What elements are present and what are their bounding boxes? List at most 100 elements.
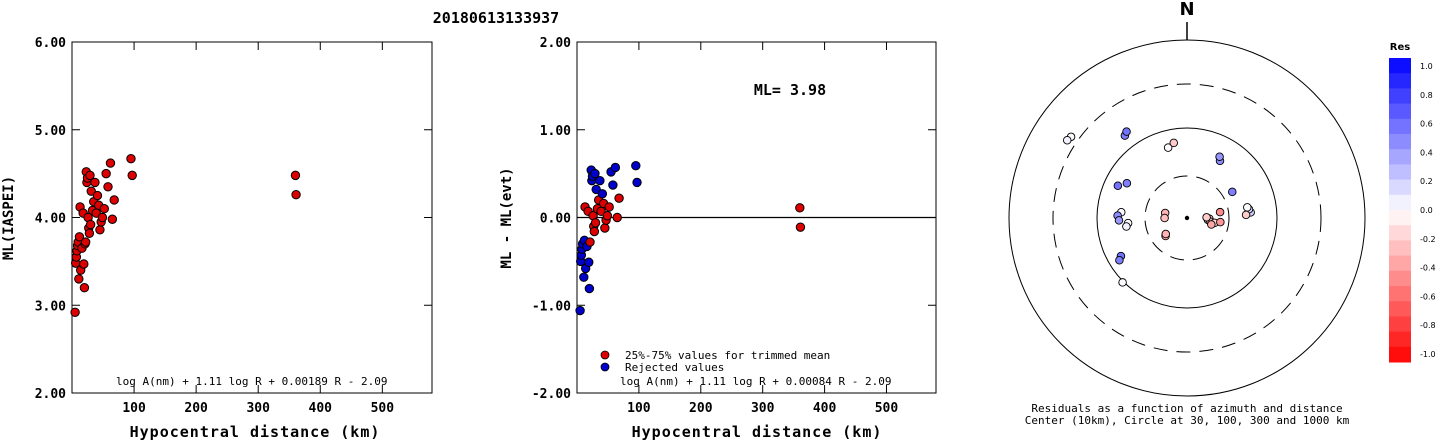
station-marker: [1122, 222, 1131, 231]
station-marker: [1169, 138, 1179, 148]
station-marker: [1118, 278, 1127, 287]
colorbar-cell: [1389, 225, 1411, 241]
middle-point: [610, 162, 621, 173]
left-point: [126, 154, 136, 164]
left-x-tick-label: 300: [246, 401, 270, 416]
polar-caption-line-1: Residuals as a function of azimuth and d…: [1031, 402, 1342, 415]
middle-point: [590, 218, 601, 228]
colorbar-cell: [1389, 316, 1411, 333]
left-point: [127, 170, 137, 181]
left-point: [99, 204, 109, 214]
left-y-tick-label: 4.00: [35, 212, 66, 227]
left-point: [101, 168, 111, 179]
left-x-tick-label: 100: [122, 401, 146, 416]
middle-point: [584, 257, 594, 267]
colorbar: Res 1.0 0.8 0.6 0.4 0.2 0.0 -0.2 -0.4 -0.6 -0.8 -1…: [1389, 42, 1436, 363]
colorbar-cell: [1389, 103, 1411, 120]
middle-point: [795, 222, 806, 232]
middle-y-tick-label: -1.00: [532, 299, 571, 314]
left-point: [290, 170, 301, 181]
left-x-axis: 100 200 300 400 500: [122, 42, 394, 416]
left-y-axis: 2.00 3.00 4.00 5.00 6.00: [35, 36, 432, 402]
station-marker: [1113, 181, 1123, 191]
station-marker: [1161, 229, 1171, 239]
station-marker: [1241, 210, 1251, 220]
colorbar-cell: [1389, 210, 1411, 226]
middle-x-tick-label: 300: [751, 401, 775, 416]
legend-label-trimmed: 25%-75% values for trimmed mean: [625, 349, 830, 362]
middle-point: [608, 180, 618, 190]
colorbar-cell: [1389, 88, 1411, 105]
left-point: [86, 186, 96, 196]
middle-y-label: ML - ML(evt): [499, 167, 515, 268]
colorbar-cell: [1389, 149, 1411, 165]
legend-label-rejected: Rejected values: [625, 361, 724, 374]
station-marker: [1215, 152, 1224, 161]
station-marker: [1114, 216, 1124, 225]
colorbar-tick-label: 0.4: [1420, 148, 1433, 157]
middle-x-tick-label: 200: [689, 401, 713, 416]
middle-x-tick-label: 100: [627, 401, 651, 416]
left-point: [74, 274, 84, 284]
left-y-tick-label: 6.00: [35, 36, 66, 51]
left-point: [105, 158, 116, 168]
middle-series: [575, 161, 806, 316]
middle-point: [595, 175, 605, 186]
left-point: [92, 190, 103, 201]
figure-title: 20180613133937: [433, 9, 559, 27]
left-series: [70, 154, 301, 317]
left-point: [85, 219, 96, 230]
ml-annotation: ML= 3.98: [754, 81, 826, 99]
left-point: [291, 189, 301, 200]
colorbar-cell: [1389, 164, 1411, 181]
middle-point: [575, 305, 585, 316]
left-point: [80, 237, 91, 247]
middle-formula: log A(nm) + 1.11 log R + 0.00084 R - 2.0…: [620, 375, 892, 388]
middle-y-axis: -2.00 -1.00 0.00 1.00 2.00: [532, 36, 936, 402]
left-x-tick-label: 200: [184, 401, 208, 416]
middle-point: [632, 177, 642, 188]
colorbar-tick-label: 0.0: [1420, 206, 1433, 215]
colorbar-cell: [1389, 58, 1411, 74]
left-y-tick-label: 3.00: [35, 299, 66, 314]
middle-y-tick-label: 2.00: [540, 36, 571, 51]
middle-y-tick-label: 1.00: [540, 124, 571, 139]
colorbar-cell: [1389, 179, 1411, 196]
left-point: [103, 182, 113, 192]
middle-point: [584, 283, 595, 294]
colorbar-cell: [1389, 73, 1411, 89]
colorbar-cell: [1389, 346, 1411, 363]
left-point: [85, 170, 95, 181]
left-point: [90, 177, 100, 188]
station-marker: [1215, 207, 1225, 217]
middle-x-tick-label: 500: [875, 401, 899, 416]
middle-point: [600, 223, 610, 233]
left-point: [107, 214, 118, 224]
colorbar-tick-label: -0.6: [1420, 292, 1436, 301]
colorbar-cell: [1389, 118, 1411, 135]
left-point: [109, 195, 119, 205]
station-marker: [1243, 203, 1252, 212]
colorbar-cell: [1389, 134, 1411, 150]
left-y-tick-label: 2.00: [35, 387, 66, 402]
middle-point: [604, 202, 614, 212]
middle-point: [589, 226, 600, 237]
colorbar-labels: 1.0 0.8 0.6 0.4 0.2 0.0 -0.2 -0.4 -0.6 -0.8 -1.0: [1420, 62, 1436, 359]
middle-point: [590, 168, 600, 179]
epicenter-dot: [1184, 215, 1190, 221]
left-x-label: Hypocentral distance (km): [130, 423, 381, 441]
ring-100km: [1096, 127, 1278, 309]
colorbar-tick-label: 0.8: [1420, 91, 1433, 100]
colorbar-cell: [1389, 286, 1411, 302]
left-plot-frame: [71, 41, 433, 394]
station-marker: [1122, 127, 1131, 136]
middle-chart: -2.00 -1.00 0.00 1.00 2.00 100 200 300 400 500 M…: [499, 36, 937, 441]
middle-y-tick-label: 0.00: [540, 212, 571, 227]
middle-point: [795, 203, 805, 213]
north-label: N: [1179, 0, 1194, 20]
colorbar-tick-label: -1.0: [1420, 350, 1436, 359]
left-formula: log A(nm) + 1.11 log R + 0.00189 R - 2.0…: [116, 375, 388, 388]
colorbar-cell: [1389, 270, 1411, 287]
middle-y-tick-label: -2.00: [532, 387, 571, 402]
middle-point: [602, 211, 613, 221]
